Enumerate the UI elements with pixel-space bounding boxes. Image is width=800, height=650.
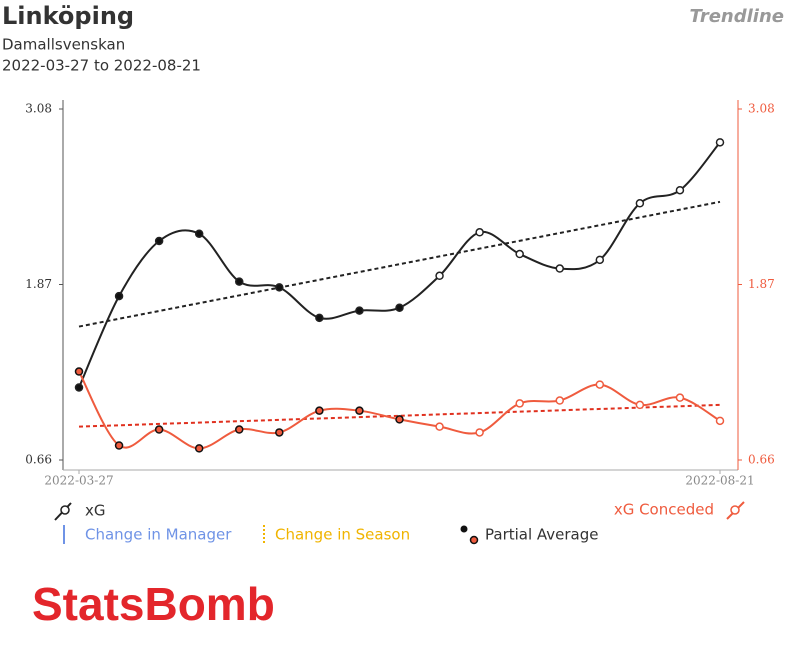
legend-icon — [460, 525, 468, 533]
data-point — [114, 291, 124, 301]
data-point — [715, 416, 725, 426]
trend-line — [78, 200, 721, 328]
data-point — [555, 264, 564, 273]
logo: StatsBomb — [32, 578, 275, 630]
data-point — [715, 138, 725, 147]
data-point — [74, 383, 84, 392]
data-point — [315, 406, 324, 415]
data-point — [395, 415, 404, 424]
y2-tick-label: 1.87 — [748, 277, 775, 291]
data-point — [355, 406, 364, 415]
series-line — [78, 371, 721, 450]
mode-label: Trendline — [690, 6, 784, 27]
data-point — [114, 441, 124, 450]
legend-label: Change in Season — [275, 526, 410, 544]
data-point — [475, 228, 484, 237]
legend-icon — [60, 505, 70, 515]
data-point — [635, 199, 645, 208]
subtitle: Damallsvenskan — [2, 36, 125, 54]
data-point — [154, 236, 164, 246]
y-tick-label: 3.08 — [25, 102, 52, 116]
data-point — [595, 380, 605, 389]
y2-tick-label: 3.08 — [748, 102, 775, 116]
data-point — [235, 425, 244, 434]
y2-tick-label: 0.66 — [748, 453, 775, 467]
data-point — [395, 303, 404, 312]
data-point — [275, 283, 284, 292]
data-point — [595, 255, 605, 265]
data-point — [555, 396, 564, 405]
legend-icon — [469, 535, 479, 545]
title: Linköping — [2, 2, 134, 30]
data-point — [435, 271, 444, 281]
data-point — [194, 444, 204, 453]
data-point — [355, 306, 364, 315]
data-point — [275, 428, 284, 437]
legend-label: Partial Average — [485, 526, 599, 544]
data-point — [315, 313, 324, 323]
series-line — [78, 141, 721, 388]
data-point — [515, 249, 524, 259]
trend-line — [78, 403, 721, 428]
data-point — [435, 422, 444, 431]
date-range: 2022-03-27 to 2022-08-21 — [2, 57, 201, 75]
data-point — [475, 428, 484, 437]
x-tick-label: 2022-08-21 — [685, 474, 754, 488]
data-point — [675, 393, 685, 402]
x-tick-label: 2022-03-27 — [44, 474, 113, 488]
data-point — [675, 185, 685, 195]
data-point — [74, 367, 84, 376]
legend-icon — [730, 505, 740, 515]
data-point — [154, 425, 164, 434]
data-point — [515, 399, 524, 408]
legend-label: xG — [85, 502, 106, 520]
y-tick-label: 1.87 — [25, 277, 52, 291]
data-point — [235, 277, 244, 286]
y-tick-label: 0.66 — [25, 453, 52, 467]
legend-label: Change in Manager — [85, 526, 232, 544]
data-point — [635, 400, 645, 410]
data-point — [194, 229, 204, 238]
legend-label: xG Conceded — [614, 501, 714, 519]
